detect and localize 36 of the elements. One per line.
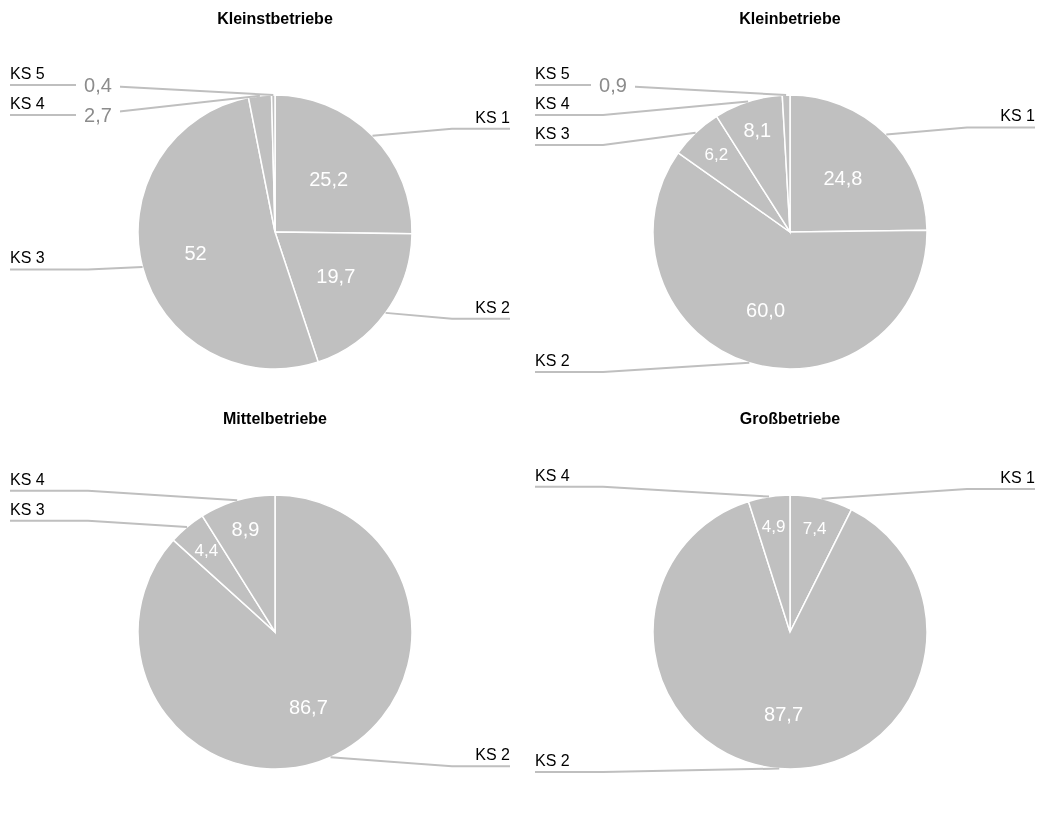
data-label: 25,2 [309, 168, 349, 191]
data-label: 0,4 [84, 74, 112, 97]
slice-label: KS 2 [475, 746, 511, 764]
slice-label: KS 3 [10, 500, 45, 518]
slice-label: KS 5 [10, 65, 45, 83]
chart-title: Mittelbetriebe [222, 410, 328, 427]
data-label: 0,9 [599, 74, 627, 97]
slice-label: KS 4 [535, 466, 570, 484]
slice-label: KS 4 [535, 95, 570, 113]
data-label: 8,9 [231, 518, 260, 541]
slice-label: KS 4 [10, 470, 45, 488]
data-label: 60,0 [746, 299, 786, 322]
data-label: 24,8 [823, 167, 863, 190]
data-label: 19,7 [316, 265, 356, 288]
data-label: 2,7 [84, 104, 112, 127]
data-label: 86,7 [288, 696, 328, 719]
data-label: 4,4 [194, 540, 219, 560]
slice-label: KS 1 [1000, 468, 1036, 486]
slice-label: KS 2 [475, 298, 511, 316]
slice-label: KS 4 [10, 95, 45, 113]
slice-label: KS 2 [535, 352, 570, 369]
data-label: 87,7 [764, 702, 804, 725]
chart-title: Großbetriebe [739, 410, 841, 427]
data-label: 52 [184, 241, 207, 264]
chart-title: Kleinbetriebe [739, 10, 841, 27]
slice-label: KS 1 [475, 108, 511, 126]
slice-label: KS 3 [535, 125, 570, 143]
slice-label: KS 2 [535, 752, 570, 769]
data-label: 6,2 [704, 145, 729, 165]
slice-label: KS 1 [1000, 107, 1036, 125]
slice-label: KS 5 [535, 65, 570, 83]
data-label: 8,1 [743, 119, 772, 142]
chart-title: Kleinstbetriebe [217, 10, 333, 27]
data-label: 4,9 [761, 516, 786, 536]
slice-label: KS 3 [10, 249, 45, 267]
data-label: 7,4 [802, 518, 827, 538]
